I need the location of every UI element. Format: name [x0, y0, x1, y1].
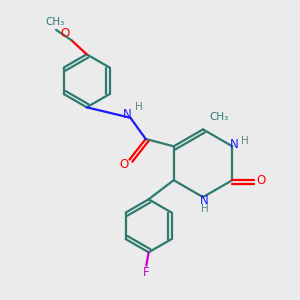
Text: N: N — [230, 138, 238, 151]
Text: O: O — [256, 174, 266, 187]
Text: N: N — [200, 194, 209, 207]
Text: CH₃: CH₃ — [210, 112, 229, 122]
Text: O: O — [61, 27, 70, 40]
Text: O: O — [119, 158, 128, 171]
Text: F: F — [143, 266, 150, 278]
Text: H: H — [201, 205, 208, 214]
Text: H: H — [135, 102, 143, 112]
Text: N: N — [122, 108, 131, 121]
Text: H: H — [241, 136, 249, 146]
Text: CH₃: CH₃ — [45, 16, 64, 27]
